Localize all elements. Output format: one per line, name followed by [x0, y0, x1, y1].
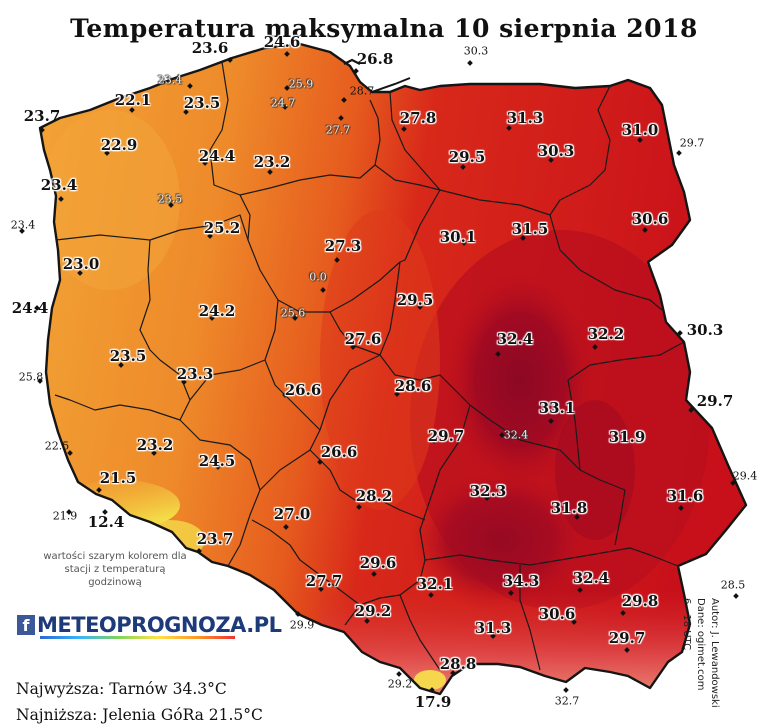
station-temperature-label: 28.6 [394, 377, 432, 395]
station-temperature-label: 12.4 [87, 513, 125, 531]
station-temperature-label: 32.4 [572, 569, 610, 587]
station-temperature-label: 23.3 [176, 365, 214, 383]
station-temperature-label: 26.6 [284, 381, 322, 399]
credits: Autor: J. Lewandowski Dane: ogimet.com 6… [660, 598, 750, 718]
station-temperature-label: 23.4 [10, 218, 36, 232]
station-temperature-label: 27.3 [324, 237, 362, 255]
station-temperature-label: 32.2 [587, 325, 625, 343]
station-temperature-label: 29.6 [359, 554, 397, 572]
station-temperature-label: 29.5 [396, 291, 434, 309]
station-temperature-label: 23.6 [191, 39, 229, 57]
station-temperature-label: 24.6 [263, 33, 301, 51]
station-temperature-label: 32.3 [469, 482, 507, 500]
station-temperature-label: 26.8 [356, 50, 394, 68]
station-temperature-label: 23.2 [253, 153, 291, 171]
station-temperature-label: 31.6 [666, 487, 704, 505]
station-temperature-label: 30.3 [537, 142, 575, 160]
station-temperature-label: 17.9 [414, 693, 452, 711]
station-temperature-label: 30.6 [538, 605, 576, 623]
station-temperature-label: 29.7 [696, 392, 734, 410]
station-temperature-label: 31.9 [608, 428, 646, 446]
station-temperature-label: 24.5 [198, 452, 236, 470]
summary-max: Najwyższa: Tarnów 34.3°C [16, 680, 227, 698]
station-temperature-label: 23.4 [40, 176, 78, 194]
station-temperature-label: 34.3 [502, 572, 540, 590]
credit-author: Autor: J. Lewandowski [709, 598, 720, 708]
station-temperature-label: 22.9 [100, 136, 138, 154]
station-temperature-label: 31.0 [621, 121, 659, 139]
station-temperature-label: 27.7 [305, 572, 343, 590]
station-temperature-label: 31.3 [474, 619, 512, 637]
station-temperature-label: 21.9 [52, 509, 78, 523]
station-temperature-label: 33.1 [538, 399, 576, 417]
summary-min: Najniższa: Jelenia GóRa 21.5°C [16, 706, 263, 724]
station-temperature-label: 29.7 [608, 629, 646, 647]
station-temperature-label: 27.6 [344, 330, 382, 348]
station-temperature-label: 22.5 [44, 439, 70, 453]
station-temperature-label: 26.6 [320, 443, 358, 461]
station-temperature-label: 29.2 [354, 602, 392, 620]
station-temperature-label: 24.4 [198, 147, 236, 165]
station-temperature-label: 29.9 [289, 618, 315, 632]
station-temperature-label: 29.4 [732, 469, 758, 483]
station-temperature-label: 29.2 [387, 677, 413, 691]
station-temperature-label: 25.8 [18, 370, 44, 384]
station-temperature-label: 28.8 [439, 655, 477, 673]
station-temperature-label: 32.1 [416, 575, 454, 593]
credit-data-source: Dane: ogimet.com [695, 598, 706, 691]
station-temperature-label: 28.5 [720, 578, 746, 592]
map-title: Temperatura maksymalna 10 sierpnia 2018 [70, 14, 698, 43]
station-temperature-label: 25.2 [203, 219, 241, 237]
station-temperature-label: 29.7 [679, 136, 705, 150]
station-temperature-label: 23.5 [183, 94, 221, 112]
station-temperature-label: 22.1 [114, 91, 152, 109]
station-temperature-label: 23.2 [136, 436, 174, 454]
station-temperature-label: 24.2 [198, 302, 236, 320]
station-temperature-label: 28.2 [355, 487, 393, 505]
station-temperature-label: 31.8 [550, 499, 588, 517]
station-temperature-label: 28.7 [349, 84, 375, 98]
station-temperature-label: 32.4 [503, 428, 529, 442]
station-temperature-label: 30.1 [439, 228, 477, 246]
station-temperature-label: 27.8 [399, 109, 437, 127]
station-temperature-label: 31.3 [506, 109, 544, 127]
station-temperature-label: 21.5 [99, 469, 137, 487]
station-temperature-label: 23.0 [62, 255, 100, 273]
station-temperature-label: 24.7 [270, 96, 296, 110]
station-temperature-label: 32.4 [496, 330, 534, 348]
gray-values-note: wartości szarym kolorem dla stacji z tem… [43, 551, 187, 588]
summary: Najwyższa: Tarnów 34.3°C Najniższa: Jele… [16, 676, 263, 728]
station-temperature-label: 25.6 [280, 306, 306, 320]
station-temperature-label: 31.5 [511, 220, 549, 238]
station-temperature-label: 30.3 [463, 44, 489, 58]
station-temperature-label: 27.0 [273, 505, 311, 523]
facebook-icon[interactable]: f [17, 615, 35, 635]
station-temperature-label: 29.5 [448, 148, 486, 166]
station-temperature-label: 23.7 [196, 530, 234, 548]
brand-logo[interactable]: f METEOPROGNOZA.PL [17, 612, 282, 638]
station-temperature-label: 29.8 [621, 592, 659, 610]
station-temperature-label: 30.3 [686, 321, 724, 339]
station-temperature-label: 25.9 [288, 77, 314, 91]
station-temperature-label: 23.5 [109, 347, 147, 365]
station-temperature-label: 0.0 [309, 270, 327, 284]
station-temperature-label: 32.7 [554, 694, 580, 708]
brand-color-bar [40, 636, 235, 639]
station-temperature-label: 27.7 [325, 123, 351, 137]
station-temperature-label: 23.4 [157, 73, 183, 87]
station-temperature-label: 29.7 [427, 427, 465, 445]
brand-name[interactable]: METEOPROGNOZA.PL [37, 613, 282, 637]
station-temperature-label: 24.4 [11, 299, 49, 317]
credit-time-range: 6 - 18 UTC [681, 598, 692, 651]
station-temperature-label: 23.5 [157, 192, 183, 206]
station-temperature-label: 30.6 [631, 210, 669, 228]
station-temperature-label: 23.7 [23, 107, 61, 125]
